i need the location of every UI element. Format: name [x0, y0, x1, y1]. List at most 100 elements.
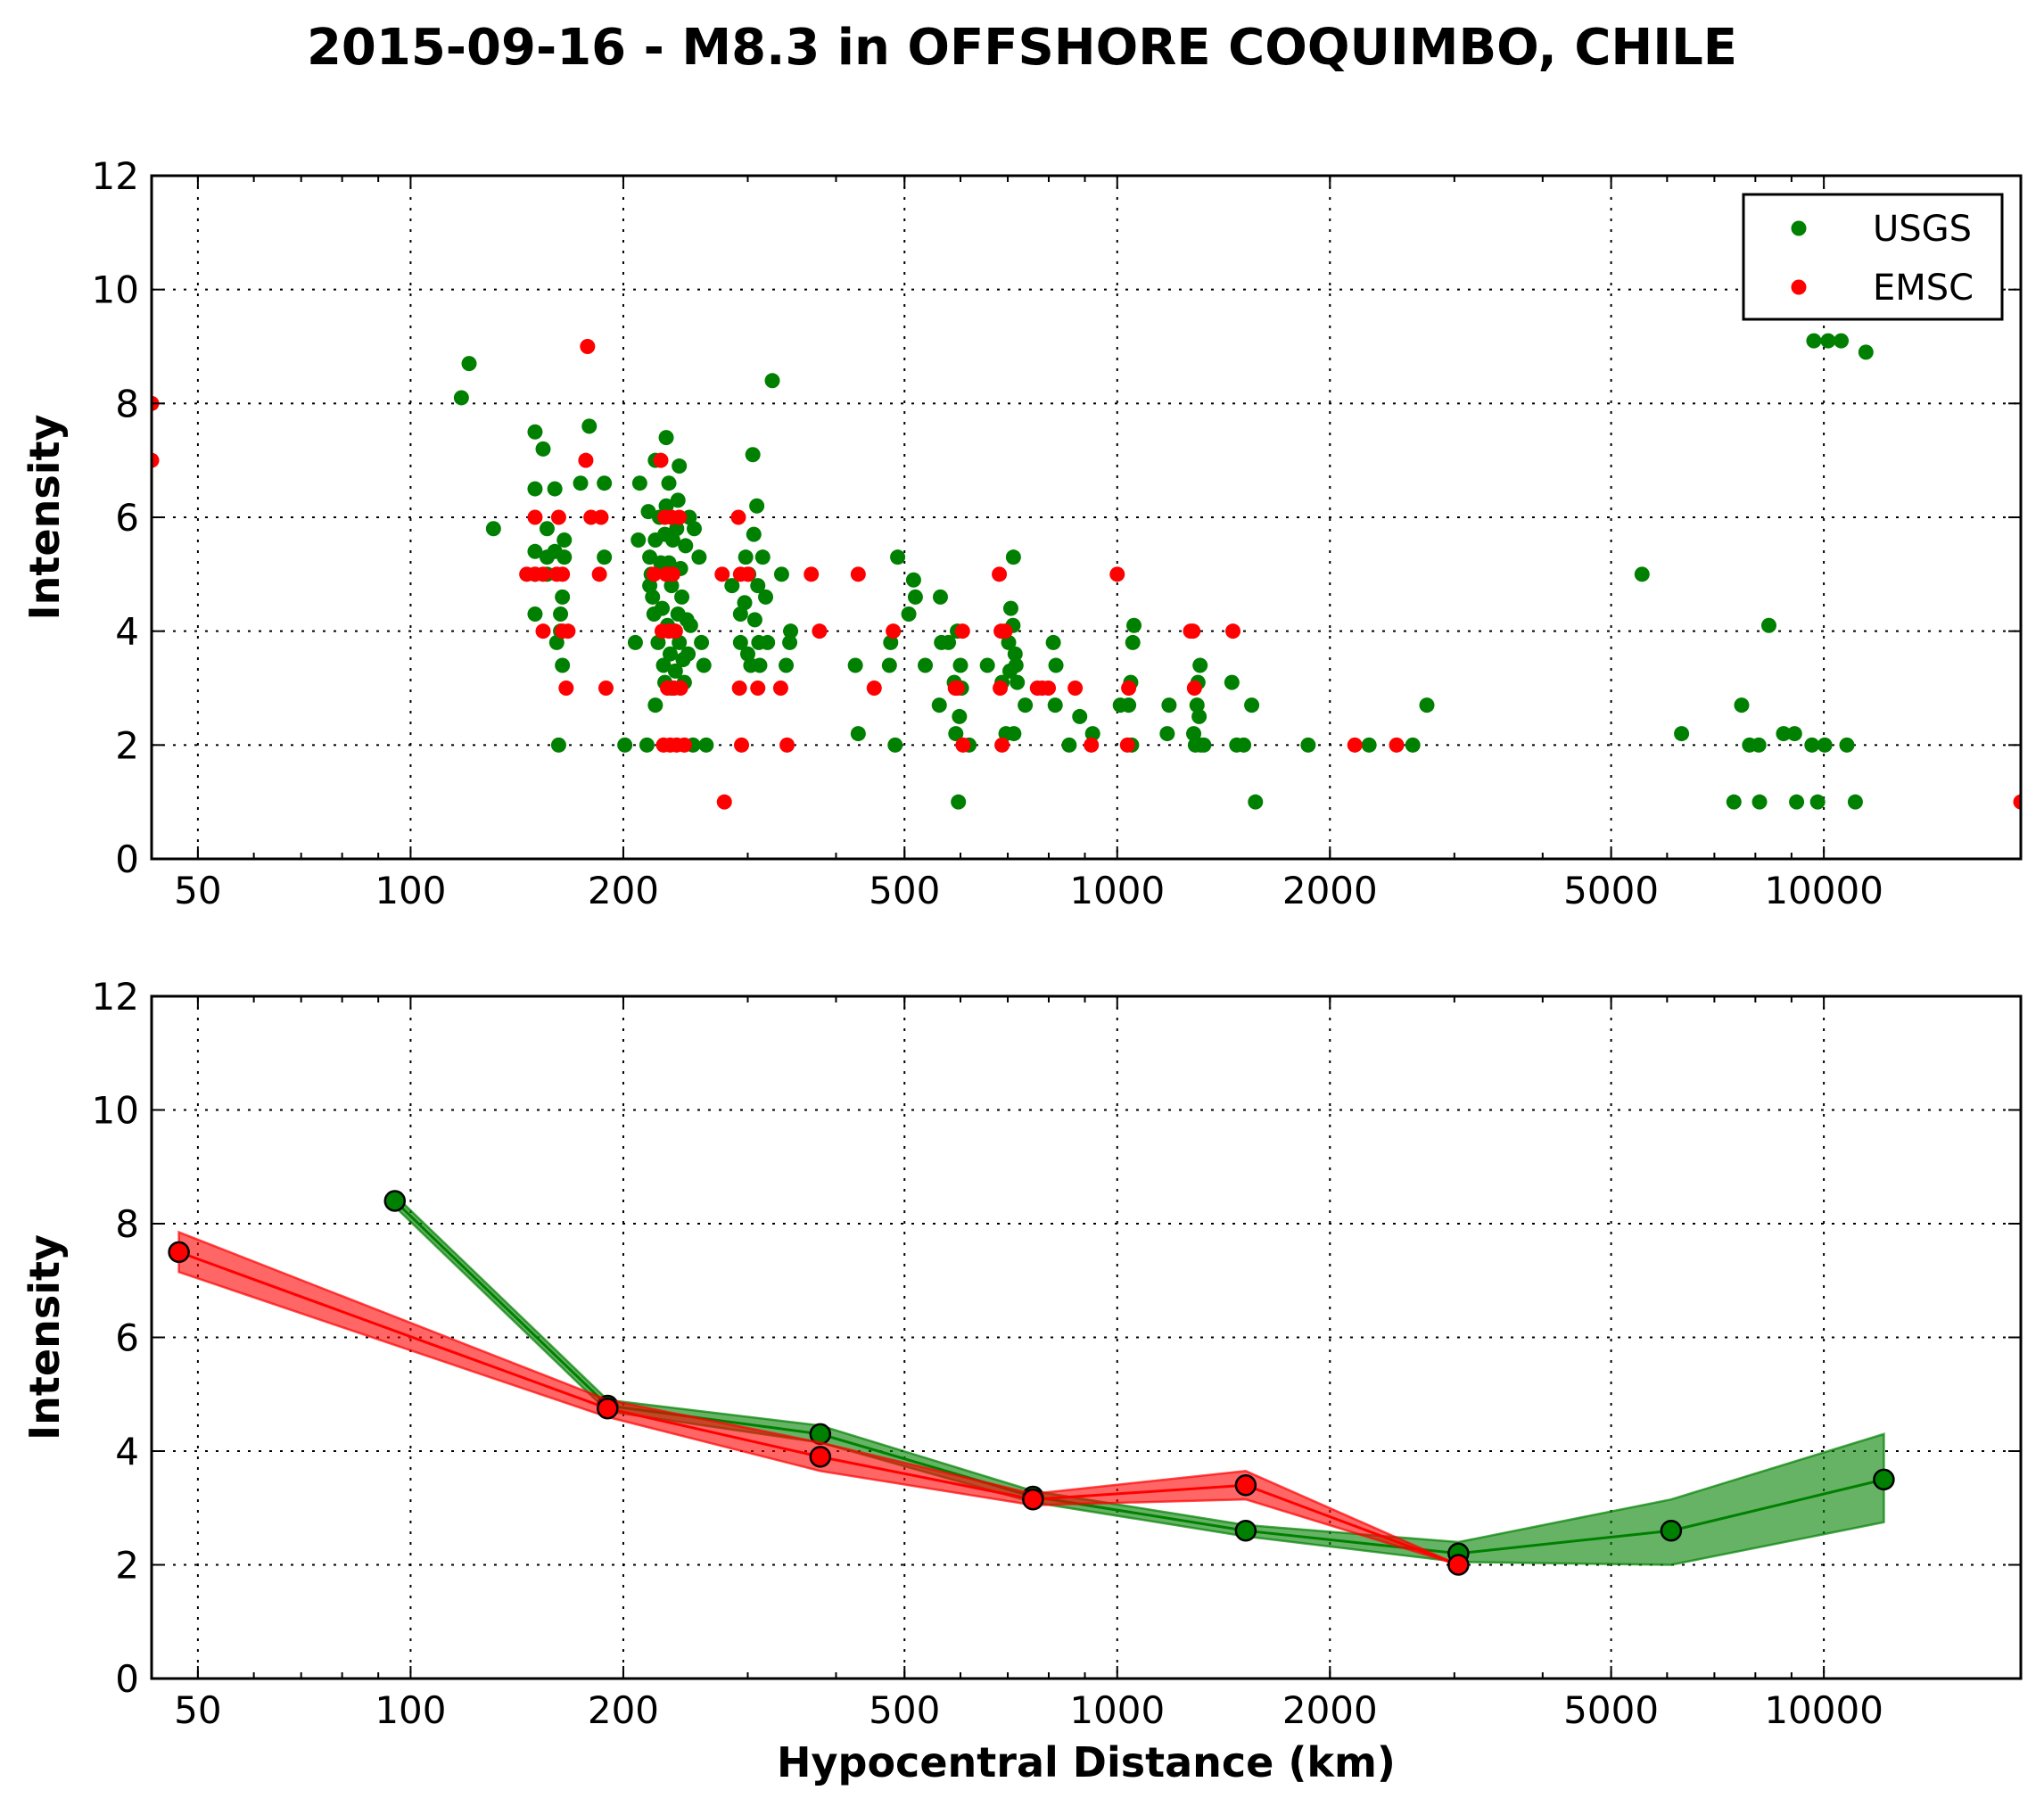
top-usgs-point — [1192, 657, 1208, 673]
top-usgs-point — [732, 634, 748, 650]
top-usgs-point — [527, 424, 543, 440]
top-emsc-point — [1119, 737, 1135, 753]
top-emsc-point — [152, 452, 160, 468]
top-y-tick-label: 4 — [115, 610, 139, 654]
top-emsc-point — [664, 566, 680, 582]
top-emsc-point — [730, 509, 746, 525]
top-usgs-point — [527, 481, 543, 497]
bottom-emsc-marker — [809, 1446, 832, 1468]
bottom-emsc-marker — [597, 1397, 619, 1420]
bottom-x-tick-label: 500 — [869, 1688, 940, 1732]
top-usgs-point — [573, 475, 589, 491]
top-usgs-point — [597, 475, 613, 491]
top-usgs-point — [745, 447, 761, 463]
top-usgs-point — [597, 549, 613, 565]
top-emsc-point — [714, 566, 730, 582]
top-usgs-point — [550, 737, 566, 753]
top-plot-area — [152, 333, 2021, 810]
bottom-y-tick-label: 8 — [115, 1202, 139, 1246]
top-emsc-point — [772, 681, 788, 696]
top-usgs-point — [1817, 737, 1833, 753]
top-usgs-point — [1224, 674, 1240, 690]
top-usgs-point — [847, 657, 863, 673]
top-usgs-point — [555, 589, 571, 605]
top-usgs-point — [1789, 794, 1805, 810]
top-usgs-point — [664, 532, 680, 549]
top-usgs-point — [890, 549, 906, 565]
top-usgs-point — [931, 697, 947, 714]
top-usgs-point — [907, 589, 923, 605]
bottom-y-tick-label: 12 — [92, 975, 139, 1019]
top-usgs-point — [555, 657, 571, 673]
top-usgs-point — [661, 475, 677, 491]
top-usgs-point — [1804, 737, 1820, 753]
bottom-x-tick-label: 5000 — [1563, 1688, 1659, 1732]
top-y-tick-label: 10 — [92, 268, 139, 312]
top-emsc-point — [779, 737, 795, 753]
top-emsc-point — [954, 623, 970, 639]
top-usgs-point — [1047, 697, 1063, 714]
top-usgs-point — [1405, 737, 1421, 753]
top-usgs-point — [658, 430, 674, 446]
bottom-x-tick-label: 10000 — [1764, 1688, 1883, 1732]
top-usgs-point — [1839, 737, 1855, 753]
top-usgs-point — [850, 726, 866, 742]
bottom-series-usgs — [383, 1190, 1895, 1566]
top-emsc-point — [1121, 681, 1137, 696]
top-emsc-point — [739, 566, 755, 582]
top-usgs-point — [1634, 566, 1650, 582]
bottom-x-tick-label: 2000 — [1282, 1688, 1378, 1732]
top-usgs-point — [686, 521, 702, 537]
top-usgs-point — [556, 532, 573, 549]
top-emsc-point — [535, 623, 551, 639]
figure-title: 2015-09-16 - M8.3 in OFFSHORE COQUIMBO, … — [307, 19, 1737, 77]
top-x-tick-label: 200 — [588, 869, 659, 912]
top-usgs-point — [527, 543, 543, 559]
top-usgs-point — [655, 657, 672, 673]
top-emsc-point — [672, 509, 688, 525]
top-usgs-point — [1806, 333, 1822, 349]
top-usgs-point — [1001, 634, 1017, 650]
top-usgs-point — [548, 634, 565, 650]
top-usgs-point — [752, 657, 768, 673]
top-emsc-point — [993, 681, 1009, 696]
top-emsc-point — [1347, 737, 1363, 753]
bottom-x-axis-label: Hypocentral Distance (km) — [777, 1738, 1396, 1786]
top-usgs-point — [901, 606, 917, 623]
top-usgs-point — [1236, 737, 1252, 753]
top-usgs-point — [696, 657, 712, 673]
top-emsc-point — [653, 452, 669, 468]
top-usgs-point — [1006, 726, 1022, 742]
top-usgs-point — [698, 737, 714, 753]
top-usgs-point — [1858, 344, 1874, 360]
top-panel: 50 100 200 500 1000 2000 5000 10000 0 2 4 6 8 10 12 Int… — [21, 154, 2023, 912]
top-usgs-point — [905, 572, 921, 588]
top-usgs-point — [631, 532, 647, 549]
top-emsc-point — [1186, 681, 1202, 696]
top-emsc-point — [672, 681, 688, 696]
top-y-tick-label: 8 — [115, 382, 139, 425]
top-usgs-point — [674, 589, 690, 605]
top-usgs-point — [682, 617, 698, 633]
top-usgs-point — [1786, 726, 1802, 742]
top-usgs-point — [539, 521, 555, 537]
top-emsc-point — [734, 737, 750, 753]
top-emsc-point — [527, 509, 543, 525]
top-usgs-point — [918, 657, 934, 673]
top-y-tick-label: 12 — [92, 154, 139, 198]
top-usgs-point — [663, 578, 680, 594]
top-usgs-point — [1809, 794, 1826, 810]
top-usgs-point — [783, 623, 799, 639]
top-usgs-point — [1072, 708, 1088, 724]
top-usgs-point — [535, 441, 551, 457]
top-usgs-point — [1196, 737, 1212, 753]
bottom-x-tick-label: 200 — [588, 1688, 659, 1732]
bottom-y-tick-label: 2 — [115, 1544, 139, 1588]
top-emsc-point — [804, 566, 820, 582]
top-emsc-point — [591, 566, 607, 582]
top-usgs-point — [650, 634, 666, 650]
top-usgs-point — [553, 606, 569, 623]
top-usgs-point — [461, 356, 477, 372]
bottom-emsc-marker — [1022, 1488, 1044, 1511]
